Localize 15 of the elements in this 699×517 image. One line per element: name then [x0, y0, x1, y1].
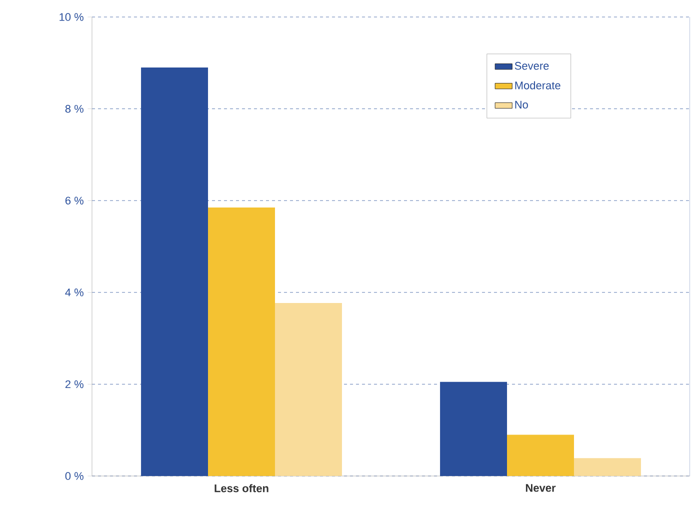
legend-label: Severe — [514, 62, 549, 70]
bar — [274, 302, 342, 476]
legend-label: No — [515, 100, 528, 109]
y-tick-label: 0 % — [65, 472, 84, 480]
y-tick-label: 8 % — [65, 104, 84, 113]
y-tick-label: 2 % — [65, 380, 84, 388]
bar — [507, 434, 574, 476]
y-tick-label: 4 % — [65, 288, 84, 296]
legend-label: Moderate — [515, 81, 560, 90]
bar — [208, 207, 275, 476]
y-tick-label: 6 % — [65, 196, 84, 204]
bar — [574, 458, 641, 476]
x-tick-label: Never — [526, 484, 556, 492]
y-tick-label: 10 % — [60, 13, 84, 21]
x-tick-label: Less often — [214, 484, 268, 492]
